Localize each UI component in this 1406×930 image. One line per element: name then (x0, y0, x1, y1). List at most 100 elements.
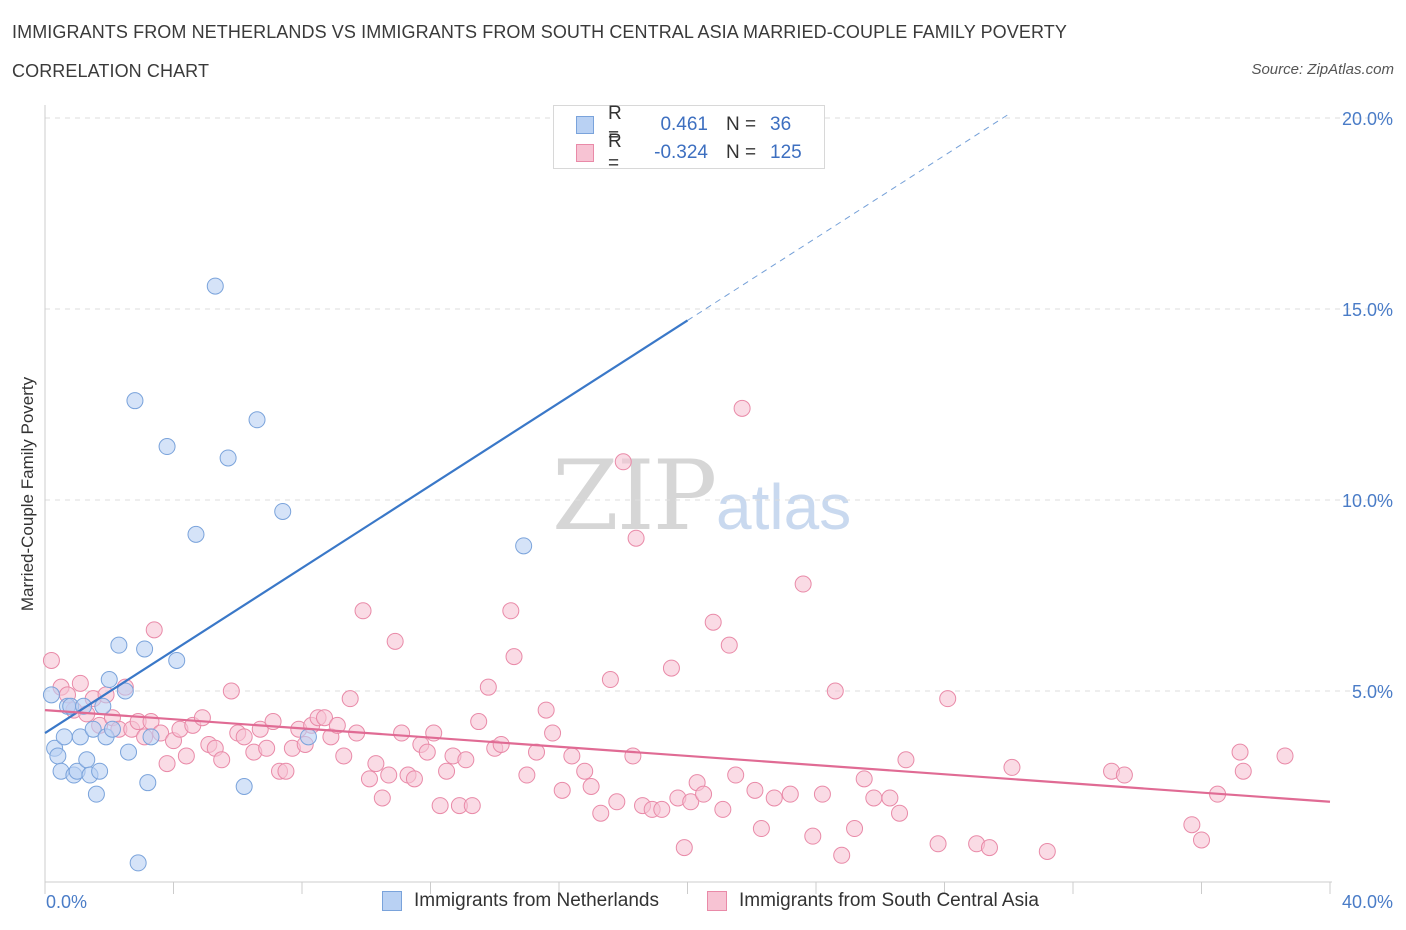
point-netherlands (100, 671, 118, 689)
watermark-atlas: atlas (716, 471, 852, 543)
point-south-central-asia (367, 755, 385, 773)
point-south-central-asia (438, 762, 456, 780)
legend-swatch-netherlands (576, 116, 594, 134)
point-south-central-asia (695, 785, 713, 803)
point-south-central-asia (733, 399, 751, 417)
point-netherlands (110, 636, 128, 654)
legend-label-netherlands: Immigrants from Netherlands (414, 890, 659, 911)
point-south-central-asia (360, 770, 378, 788)
point-south-central-asia (328, 716, 346, 734)
point-south-central-asia (1115, 766, 1133, 784)
point-netherlands (42, 686, 60, 704)
point-netherlands (87, 785, 105, 803)
point-south-central-asia (393, 724, 411, 742)
legend-swatch-sca (576, 144, 594, 162)
point-south-central-asia (544, 724, 562, 742)
point-netherlands (139, 774, 157, 792)
legend-r-label: R = (608, 103, 622, 146)
legend-r-label: R = (608, 131, 622, 174)
point-south-central-asia (582, 778, 600, 795)
chart-title-line-1: IMMIGRANTS FROM NETHERLANDS VS IMMIGRANT… (12, 22, 1067, 42)
point-south-central-asia (354, 602, 372, 620)
trend-line-netherlands (44, 319, 689, 734)
point-south-central-asia (463, 797, 481, 815)
point-south-central-asia (704, 613, 722, 631)
point-south-central-asia (826, 682, 844, 700)
point-netherlands (235, 778, 253, 795)
point-south-central-asia (341, 690, 359, 708)
point-south-central-asia (727, 766, 745, 784)
point-south-central-asia (614, 453, 632, 471)
x-tick-label: 0.0% (46, 892, 87, 912)
point-south-central-asia (505, 648, 523, 666)
point-south-central-asia (1038, 842, 1056, 860)
point-south-central-asia (720, 636, 738, 654)
point-south-central-asia (1276, 747, 1294, 765)
point-south-central-asia (576, 762, 594, 780)
legend-label-sca: Immigrants from South Central Asia (739, 890, 1039, 911)
x-tick-label: 40.0% (1342, 892, 1393, 912)
point-south-central-asia (1183, 816, 1201, 834)
point-netherlands (168, 651, 186, 669)
legend-item-netherlands[interactable]: Immigrants from Netherlands (382, 890, 659, 912)
series-south-central-asia-points (42, 399, 1294, 864)
point-south-central-asia (518, 766, 536, 784)
point-south-central-asia (277, 762, 295, 780)
legend-swatch-sca (707, 891, 727, 911)
point-netherlands (142, 728, 160, 746)
point-south-central-asia (752, 820, 770, 838)
point-south-central-asia (592, 804, 610, 822)
point-south-central-asia (627, 529, 645, 547)
point-south-central-asia (258, 739, 276, 757)
legend-row-sca: R = -0.324 N = 125 (576, 131, 810, 174)
point-netherlands (158, 438, 176, 456)
series-legend: Immigrants from Netherlands Immigrants f… (0, 888, 1406, 918)
point-south-central-asia (553, 781, 571, 799)
legend-r-value-sca: -0.324 (654, 142, 708, 163)
legend-n-label: N = (726, 142, 757, 163)
point-south-central-asia (492, 735, 510, 753)
point-south-central-asia (714, 800, 732, 818)
point-south-central-asia (213, 751, 231, 769)
legend-swatch-netherlands (382, 891, 402, 911)
point-netherlands (71, 728, 89, 746)
correlation-legend: R = 0.461 N = 36 R = -0.324 N = 125 (553, 103, 825, 174)
point-south-central-asia (235, 728, 253, 746)
point-netherlands (116, 682, 134, 700)
point-south-central-asia (929, 835, 947, 853)
axes (44, 105, 1332, 894)
legend-item-sca[interactable]: Immigrants from South Central Asia (707, 890, 1039, 912)
legend-r-value-netherlands: 0.461 (660, 114, 708, 135)
point-south-central-asia (386, 632, 404, 650)
point-south-central-asia (855, 770, 873, 788)
trend-lines (44, 113, 1331, 803)
point-south-central-asia (145, 621, 163, 639)
point-netherlands (84, 720, 102, 738)
y-tick-label: 15.0% (1342, 300, 1393, 320)
point-netherlands (515, 537, 533, 555)
source-label: Source: ZipAtlas.com (1251, 61, 1394, 78)
point-south-central-asia (373, 789, 391, 807)
point-south-central-asia (457, 751, 475, 769)
y-axis-label: Married-Couple Family Poverty (18, 376, 37, 612)
point-south-central-asia (608, 793, 626, 811)
point-south-central-asia (765, 789, 783, 807)
point-netherlands (187, 525, 205, 543)
point-south-central-asia (1234, 762, 1252, 780)
point-south-central-asia (675, 839, 693, 857)
point-netherlands (91, 762, 109, 780)
point-netherlands (299, 728, 317, 746)
point-south-central-asia (42, 651, 60, 669)
point-netherlands (206, 277, 224, 295)
point-south-central-asia (193, 709, 211, 727)
point-south-central-asia (158, 755, 176, 773)
point-netherlands (120, 743, 138, 761)
point-netherlands (49, 747, 67, 765)
trend-line-south-central-asia (44, 709, 1331, 803)
point-south-central-asia (662, 659, 680, 677)
legend-n-value-netherlands: 36 (770, 114, 792, 135)
point-south-central-asia (1003, 758, 1021, 776)
point-south-central-asia (980, 839, 998, 857)
point-south-central-asia (470, 713, 488, 731)
point-south-central-asia (335, 747, 353, 765)
